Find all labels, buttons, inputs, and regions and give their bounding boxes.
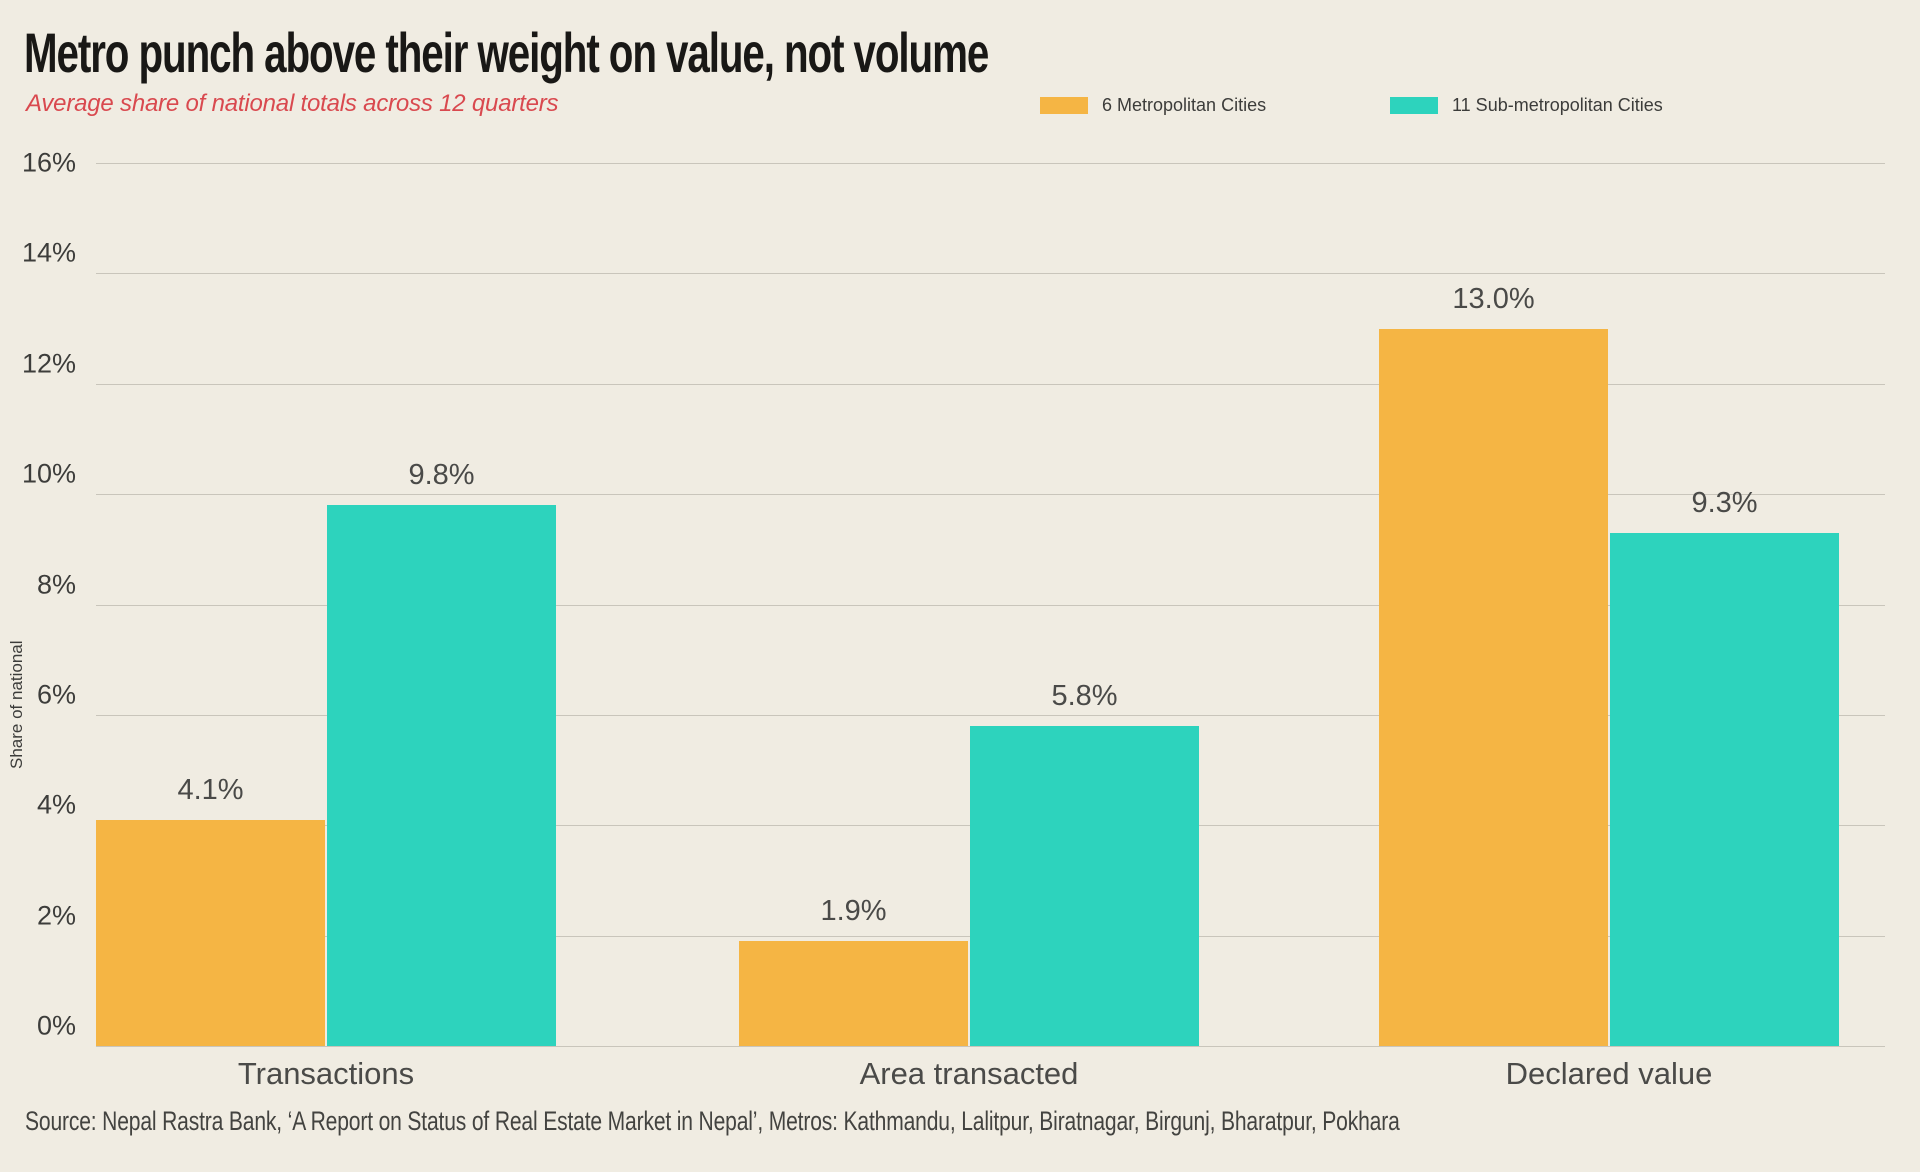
y-tick-label: 12%: [21, 348, 76, 379]
legend-swatch: [1390, 97, 1438, 114]
chart-title: Metro punch above their weight on value,…: [24, 21, 989, 84]
y-gridline: [96, 273, 1885, 275]
legend-item-metro: 6 Metropolitan Cities: [1040, 95, 1266, 116]
category-label-declared-value: Declared value: [1505, 1056, 1713, 1091]
bar-value-label: 4.1%: [177, 773, 244, 806]
y-tick-label: 8%: [36, 569, 76, 599]
bar-value-label: 9.3%: [1691, 486, 1758, 519]
bar-11-sub-metropolitan-cities-transactions: [327, 505, 556, 1046]
bar-11-sub-metropolitan-cities-area-transacted: [970, 725, 1199, 1046]
y-tick-label: 2%: [36, 900, 76, 931]
legend-swatch: [1040, 97, 1088, 114]
y-gridline: [96, 1046, 1885, 1047]
legend-label: 11 Sub-metropolitan Cities: [1452, 95, 1663, 115]
y-tick-label: 14%: [21, 237, 76, 268]
bar-value-label: 5.8%: [1051, 679, 1118, 712]
y-tick-label: 16%: [21, 147, 76, 178]
y-gridline: [96, 494, 1885, 496]
category-label-transactions: Transactions: [237, 1056, 415, 1091]
source-note: Source: Nepal Rastra Bank, ‘A Report on …: [25, 1106, 1400, 1136]
category-label-area-transacted: Area transacted: [859, 1056, 1079, 1091]
legend-item-submetro: 11 Sub-metropolitan Cities: [1390, 95, 1663, 116]
y-gridline: [96, 604, 1885, 606]
bar-value-label: 1.9%: [820, 895, 887, 928]
bar-6-metropolitan-cities-declared-value: [1379, 328, 1608, 1046]
bar-value-label: 13.0%: [1452, 282, 1535, 315]
bar-11-sub-metropolitan-cities-declared-value: [1610, 532, 1839, 1046]
y-tick-label: 4%: [36, 789, 76, 820]
legend-label: 6 Metropolitan Cities: [1102, 95, 1267, 115]
chart-subtitle: Average share of national totals across …: [26, 90, 559, 117]
y-tick-label: 0%: [36, 1010, 76, 1041]
plot-area: 4.1% 9.8% 1.9% 5.8% 13.0% 9.3%: [96, 163, 1885, 1047]
y-tick-label: 6%: [36, 679, 76, 710]
bar-6-metropolitan-cities-area-transacted: [739, 941, 968, 1046]
y-gridline: [96, 383, 1885, 385]
bar-value-label: 9.8%: [408, 459, 475, 492]
y-gridline: [96, 163, 1885, 164]
bar-6-metropolitan-cities-transactions: [96, 819, 325, 1046]
y-tick-label: 10%: [21, 458, 76, 489]
y-gridline: [96, 714, 1885, 716]
